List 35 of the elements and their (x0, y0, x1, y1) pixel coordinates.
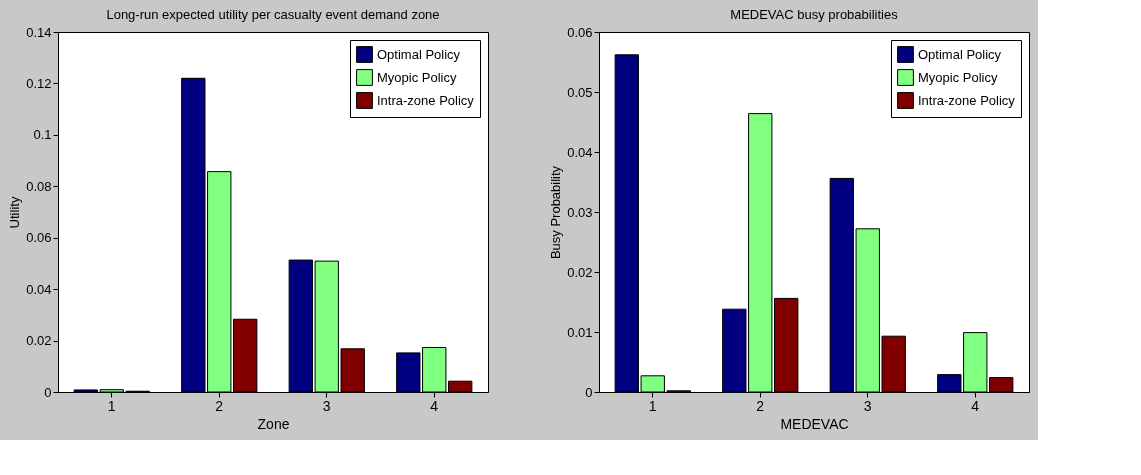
y-tick-label: 0.02 (567, 264, 593, 280)
x-tick-label: 2 (215, 397, 224, 414)
x-axis-title: MEDEVAC (780, 415, 849, 432)
y-tick-label: 0.08 (26, 178, 52, 194)
y-tick-label: 0.06 (26, 230, 52, 246)
y-tick-label: 0 (585, 384, 593, 400)
x-tick-label: 4 (430, 397, 439, 414)
y-tick-label: 0.05 (567, 84, 593, 100)
x-tick-label: 2 (756, 397, 765, 414)
x-tick-label: 4 (971, 397, 980, 414)
legend-label: Optimal Policy (918, 46, 1002, 62)
y-axis-title: Busy Probability (548, 165, 564, 260)
legend-label: Optimal Policy (377, 46, 461, 62)
y-tick-label: 0.14 (26, 24, 52, 40)
x-tick-label: 3 (322, 397, 331, 414)
y-tick-label: 0.02 (26, 333, 52, 349)
chart-title: Long-run expected utility per casualty event demand zone (106, 7, 440, 22)
y-axis-title: Utility (7, 196, 23, 229)
y-tick-label: 0.04 (26, 281, 52, 297)
x-tick-label: 1 (107, 397, 116, 414)
y-tick-label: 0.12 (26, 75, 52, 91)
legend-label: Myopic Policy (918, 69, 998, 85)
x-tick-label: 3 (863, 397, 872, 414)
y-tick-label: 0.1 (33, 127, 52, 143)
legend-label: Intra-zone Policy (918, 92, 1016, 108)
x-tick-label: 1 (648, 397, 657, 414)
x-axis-title: Zone (257, 415, 290, 432)
y-tick-label: 0.01 (567, 324, 593, 340)
y-tick-label: 0 (44, 384, 52, 400)
legend-label: Myopic Policy (377, 69, 457, 85)
legend-label: Intra-zone Policy (377, 92, 475, 108)
y-tick-label: 0.04 (567, 144, 593, 160)
y-tick-label: 0.06 (567, 24, 593, 40)
y-tick-label: 0.03 (567, 204, 593, 220)
chart-title: MEDEVAC busy probabilities (730, 7, 899, 22)
